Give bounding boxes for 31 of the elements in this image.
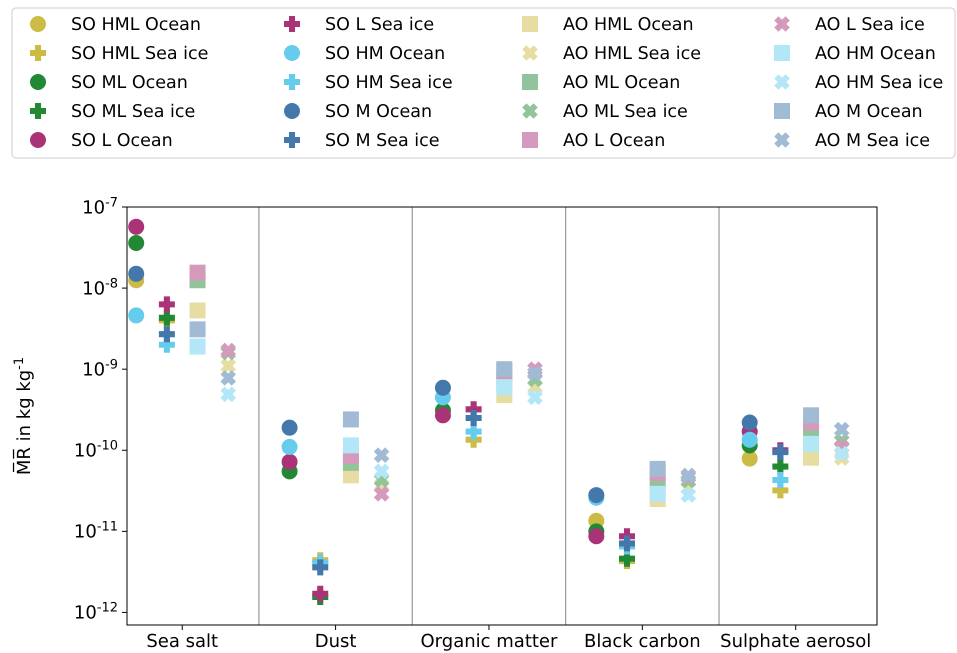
y-tick-label: 10$^{-7}$ <box>82 194 118 218</box>
legend-label: SO HM Ocean <box>325 44 446 64</box>
y-tick-label: 10$^{-11}$ <box>74 519 118 543</box>
y-tick-label: 10$^{-9}$ <box>82 356 118 380</box>
x-tick-label: Sulphate aerosol <box>720 631 872 652</box>
x-tick-label: Black carbon <box>584 631 701 652</box>
legend-label: SO ML Sea ice <box>71 102 196 122</box>
legend-label: SO HML Ocean <box>71 15 201 36</box>
legend-label: AO HML Ocean <box>563 15 694 36</box>
x-tick-label: Sea salt <box>146 631 218 652</box>
y-tick-label: 10$^{-10}$ <box>74 438 118 462</box>
y-tick-label: 10$^{-12}$ <box>74 600 118 624</box>
legend-label: AO HML Sea ice <box>563 44 701 64</box>
legend-label: AO HM Ocean <box>815 44 936 64</box>
legend-label: SO HM Sea ice <box>325 73 453 94</box>
legend-label: AO M Ocean <box>815 102 923 122</box>
legend-label: AO M Sea ice <box>815 131 930 152</box>
legend-label: SO HML Sea ice <box>71 44 208 64</box>
y-tick-label: 10$^{-8}$ <box>82 276 118 300</box>
legend-label: AO L Sea ice <box>815 15 925 36</box>
legend-label: AO ML Ocean <box>563 73 680 94</box>
x-tick-label: Dust <box>314 631 356 652</box>
legend-label: AO L Ocean <box>563 131 666 152</box>
legend-label: SO L Ocean <box>71 131 173 152</box>
legend-label: SO L Sea ice <box>325 15 434 36</box>
legend-label: SO ML Ocean <box>71 73 188 94</box>
legend-label: SO M Sea ice <box>325 131 440 152</box>
legend-label: AO ML Sea ice <box>563 102 688 122</box>
legend-label: AO HM Sea ice <box>815 73 944 94</box>
x-tick-label: Organic matter <box>420 631 558 652</box>
legend-label: SO M Ocean <box>325 102 432 122</box>
